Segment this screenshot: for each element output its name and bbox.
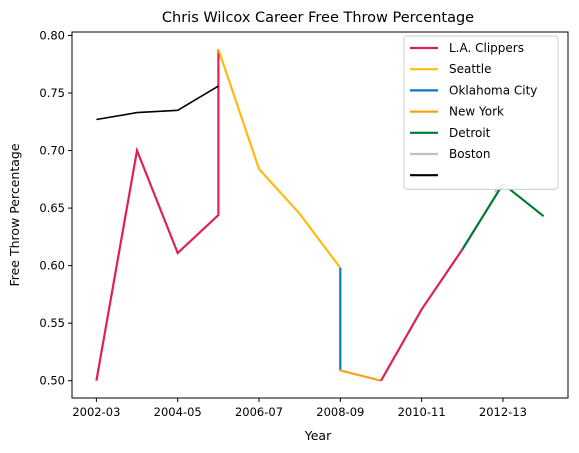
x-axis: 2002-03 2004-05 2006-07 2008-09 2010-11 2012-… bbox=[72, 398, 527, 419]
y-axis-label: Free Throw Percentage bbox=[7, 143, 22, 286]
y-tick-label: 0.60 bbox=[39, 259, 65, 273]
legend-label: Detroit bbox=[449, 126, 491, 140]
series-line bbox=[95, 49, 220, 381]
x-tick-label: 2008-09 bbox=[316, 405, 364, 419]
series-line bbox=[380, 248, 464, 382]
y-tick-label: 0.50 bbox=[39, 374, 65, 388]
x-tick-label: 2004-05 bbox=[154, 405, 202, 419]
plot-frame bbox=[71, 31, 569, 399]
y-tick-label: 0.65 bbox=[39, 201, 65, 215]
chart-title: Chris Wilcox Career Free Throw Percentag… bbox=[162, 10, 474, 26]
y-axis: 0.50 0.55 0.60 0.65 0.70 0.75 0.80 bbox=[39, 28, 72, 388]
x-tick-label: 2006-07 bbox=[235, 405, 283, 419]
legend-label: Boston bbox=[449, 147, 490, 161]
y-tick-label: 0.75 bbox=[39, 86, 65, 100]
x-tick-label: 2010-11 bbox=[398, 405, 446, 419]
legend-label: New York bbox=[449, 105, 504, 119]
series-line bbox=[96, 85, 219, 121]
y-tick-label: 0.70 bbox=[39, 144, 65, 158]
series-line bbox=[461, 182, 545, 251]
x-axis-label: Year bbox=[304, 428, 332, 443]
legend-box bbox=[403, 35, 559, 190]
legend-label: Seattle bbox=[449, 62, 491, 76]
legend-label: L.A. Clippers bbox=[449, 41, 524, 55]
legend: L.A. Clippers Seattle Oklahoma City New Yor… bbox=[403, 35, 559, 190]
legend-label: Oklahoma City bbox=[449, 83, 537, 97]
x-tick-label: 2002-03 bbox=[72, 405, 120, 419]
series-line bbox=[340, 369, 382, 382]
y-tick-label: 0.55 bbox=[39, 316, 65, 330]
x-tick-label: 2012-13 bbox=[479, 405, 527, 419]
series-line bbox=[217, 48, 342, 269]
y-tick-label: 0.80 bbox=[39, 28, 65, 42]
